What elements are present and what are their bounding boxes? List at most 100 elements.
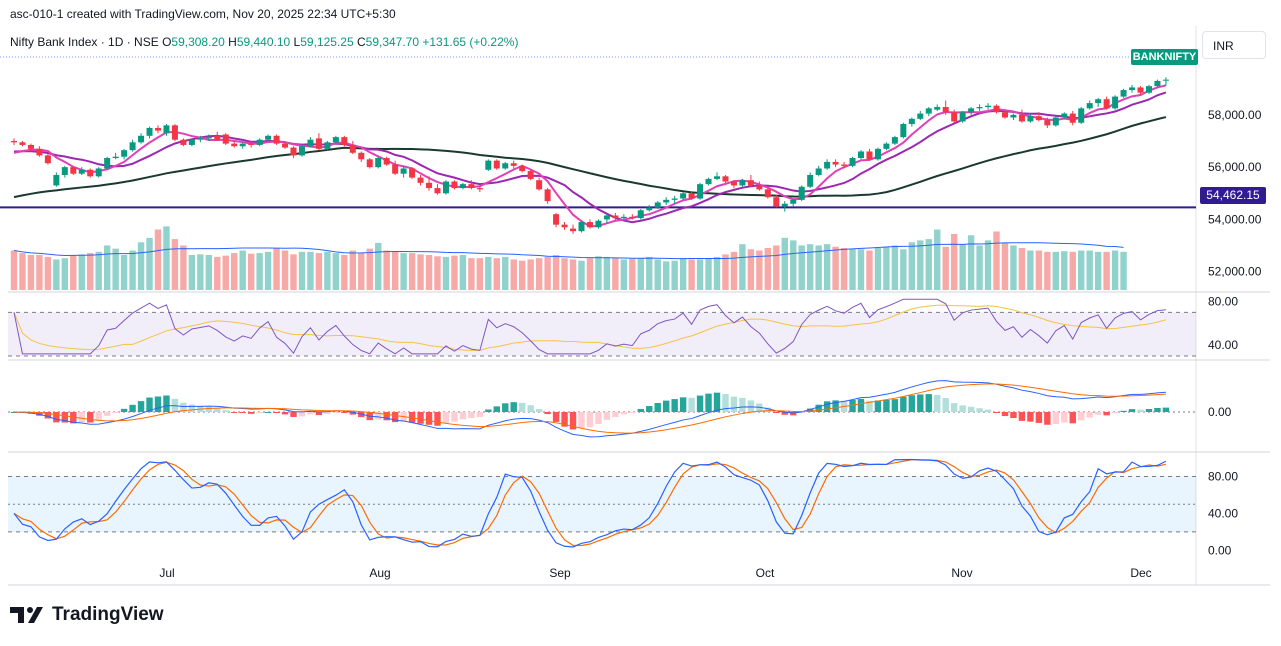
candle-body xyxy=(256,139,263,145)
change-value: +131.65 (+0.22%) xyxy=(422,35,519,49)
macd-histogram-bar xyxy=(908,395,916,412)
ticker-badge: BANKNIFTY xyxy=(1131,49,1198,65)
candle-body xyxy=(612,215,619,219)
macd-histogram-bar xyxy=(722,394,729,412)
candle-body xyxy=(714,176,721,179)
macd-histogram-bar xyxy=(993,412,1000,413)
macd-histogram-bar xyxy=(679,397,687,412)
volume-bar xyxy=(78,254,85,290)
macd-line xyxy=(13,380,1166,438)
volume-bar xyxy=(273,248,280,290)
macd-histogram-bar xyxy=(730,396,738,412)
volume-bar xyxy=(315,253,323,290)
macd-histogram-bar xyxy=(790,412,797,416)
candle-body xyxy=(476,188,483,190)
candle-body xyxy=(324,142,331,149)
candle-body xyxy=(19,142,26,145)
candle xyxy=(730,180,737,189)
candle xyxy=(993,104,1000,114)
volume-bar xyxy=(298,251,306,290)
macd-histogram-bar xyxy=(239,412,246,414)
candle-body xyxy=(1001,112,1008,118)
candle-body xyxy=(1061,113,1068,118)
candle xyxy=(392,160,399,175)
candle-body xyxy=(459,184,466,189)
rsi-ma-line xyxy=(13,304,1167,351)
macd-histogram-bar xyxy=(950,403,958,412)
volume-bar xyxy=(493,258,500,290)
macd-histogram-bar xyxy=(1069,412,1076,424)
volume-bar xyxy=(247,253,255,290)
candle-body xyxy=(1162,79,1169,81)
candle xyxy=(315,133,322,151)
macd-histogram-bar xyxy=(434,412,441,426)
macd-histogram-bar xyxy=(103,412,111,416)
candle xyxy=(866,148,873,161)
volume-bar xyxy=(586,258,594,290)
macd-histogram-bar xyxy=(332,412,340,413)
candle-body xyxy=(730,181,737,186)
currency-selector[interactable]: INR xyxy=(1202,31,1266,59)
candle xyxy=(383,156,390,166)
candle xyxy=(434,184,441,195)
candle-body xyxy=(1103,99,1110,109)
candle-body xyxy=(180,139,187,145)
macd-histogram-bar xyxy=(442,412,450,423)
macd-histogram-bar xyxy=(315,412,323,416)
candle-body xyxy=(756,185,763,190)
candle xyxy=(544,188,551,204)
candle-body xyxy=(239,143,246,147)
candle-body xyxy=(104,158,111,169)
volume-bar xyxy=(823,244,831,290)
candle-body xyxy=(392,164,399,174)
candle xyxy=(1103,96,1110,110)
volume-bar xyxy=(730,251,738,290)
candle-body xyxy=(451,181,458,189)
volume-bar xyxy=(806,244,814,290)
close-label: C xyxy=(356,35,366,49)
candle xyxy=(612,212,619,221)
candle xyxy=(595,219,602,229)
candle-body xyxy=(121,150,128,157)
volume-bar xyxy=(781,237,788,290)
macd-histogram-bar xyxy=(1094,412,1102,415)
macd-histogram-bar xyxy=(375,412,382,420)
volume-bar xyxy=(383,250,390,290)
candle-body xyxy=(315,138,322,149)
macd-histogram-bar xyxy=(1078,412,1085,421)
macd-histogram-bar xyxy=(620,412,628,415)
candle xyxy=(1069,110,1076,126)
tradingview-logo[interactable]: TradingView xyxy=(10,604,164,626)
candle xyxy=(1001,110,1008,119)
volume-bar xyxy=(103,245,111,290)
low-label: L xyxy=(293,35,301,49)
candle xyxy=(451,180,458,190)
volume-bar xyxy=(341,255,348,290)
macd-histogram-bar xyxy=(154,396,162,412)
candle xyxy=(527,169,534,181)
candle xyxy=(222,133,229,145)
volume-bar xyxy=(180,245,187,290)
volume-bar xyxy=(171,239,179,290)
candle-body xyxy=(891,137,898,144)
macd-histogram-bar xyxy=(646,406,653,412)
candle xyxy=(908,117,915,127)
candle-body xyxy=(1069,113,1076,123)
volume-bar xyxy=(722,254,729,290)
volume-bar xyxy=(70,255,77,290)
macd-histogram-bar xyxy=(510,402,517,412)
macd-histogram-bar xyxy=(984,409,992,412)
close-value: 59,347.70 xyxy=(365,35,420,49)
candle-body xyxy=(654,202,661,208)
candle xyxy=(951,109,958,123)
volume-bar xyxy=(671,260,678,290)
volume-bar xyxy=(222,255,229,290)
candle xyxy=(553,212,560,228)
candle xyxy=(112,152,119,160)
volume-bar xyxy=(688,259,695,290)
candle xyxy=(146,126,153,139)
volume-bar xyxy=(197,254,204,290)
macd-histogram-bar xyxy=(959,405,966,412)
candle-body xyxy=(646,207,653,211)
